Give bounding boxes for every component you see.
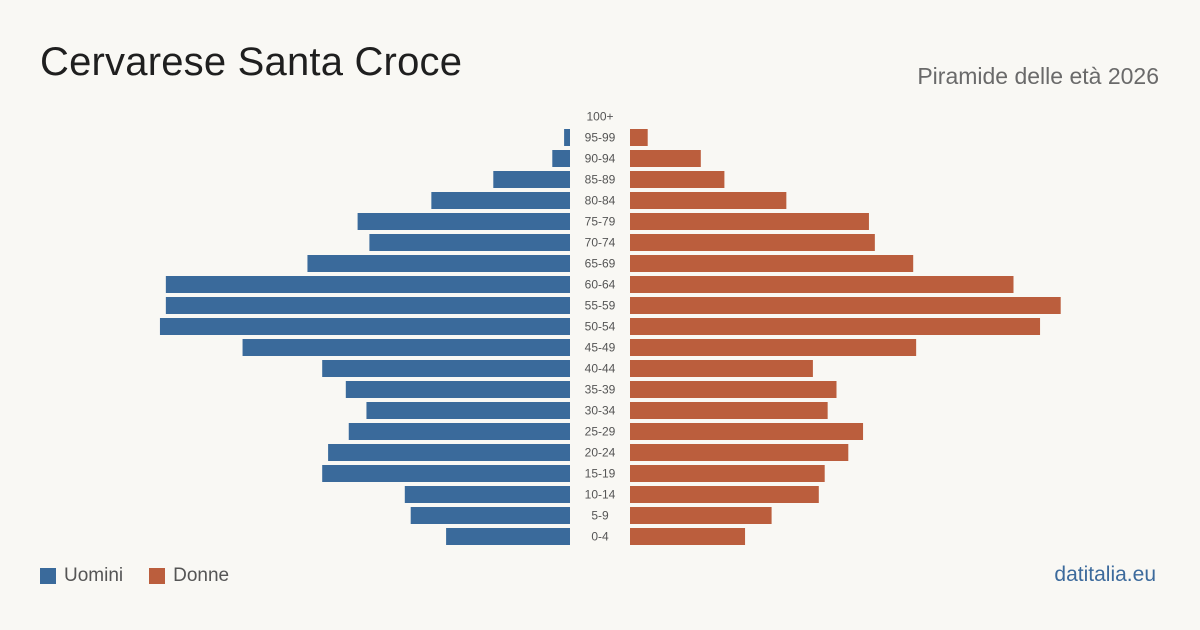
bar-men-45-49 xyxy=(242,339,571,356)
bar-men-30-34 xyxy=(366,402,570,419)
chart-legend: Uomini Donne xyxy=(40,565,255,587)
bar-women-55-59 xyxy=(630,297,1061,314)
page-title: Cervarese Santa Croce xyxy=(40,40,463,84)
bar-men-40-44 xyxy=(322,360,570,377)
bar-women-15-19 xyxy=(630,465,825,482)
age-group-label: 65-69 xyxy=(585,257,616,271)
bar-men-15-19 xyxy=(322,465,570,482)
bar-men-10-14 xyxy=(404,486,570,503)
age-group-label: 15-19 xyxy=(585,467,616,481)
bar-women-20-24 xyxy=(630,444,849,461)
age-group-label: 80-84 xyxy=(585,194,616,208)
bar-women-45-49 xyxy=(630,339,917,356)
bar-women-65-69 xyxy=(630,255,914,272)
bar-men-20-24 xyxy=(328,444,570,461)
bar-women-60-64 xyxy=(630,276,1014,293)
bar-men-35-39 xyxy=(345,381,570,398)
age-group-label: 90-94 xyxy=(585,152,616,166)
legend-swatch-women xyxy=(149,568,166,584)
bar-men-50-54 xyxy=(159,318,570,335)
bar-men-90-94 xyxy=(552,150,570,167)
age-group-label: 100+ xyxy=(586,110,613,124)
age-group-label: 5-9 xyxy=(591,509,609,523)
bar-women-5-9 xyxy=(630,507,772,524)
age-group-label: 55-59 xyxy=(585,299,616,313)
bar-men-25-29 xyxy=(348,423,570,440)
legend-item-women: Donne xyxy=(149,565,229,587)
bar-women-40-44 xyxy=(630,360,813,377)
age-group-label: 70-74 xyxy=(585,236,616,250)
age-group-label: 35-39 xyxy=(585,383,616,397)
age-group-label: 30-34 xyxy=(585,404,616,418)
bar-men-95-99 xyxy=(564,129,570,146)
age-group-label: 85-89 xyxy=(585,173,616,187)
bar-women-50-54 xyxy=(630,318,1041,335)
bar-men-60-64 xyxy=(165,276,570,293)
legend-item-men: Uomini xyxy=(40,565,123,587)
bar-men-70-74 xyxy=(369,234,570,251)
age-group-label: 20-24 xyxy=(585,446,616,460)
legend-label-men: Uomini xyxy=(64,565,124,586)
bar-women-80-84 xyxy=(630,192,787,209)
bar-women-90-94 xyxy=(630,150,701,167)
bar-men-55-59 xyxy=(165,297,570,314)
legend-swatch-men xyxy=(40,568,56,584)
legend-label-women: Donne xyxy=(173,565,230,586)
bar-men-5-9 xyxy=(410,507,570,524)
age-group-label: 25-29 xyxy=(585,425,616,439)
bar-women-35-39 xyxy=(630,381,837,398)
age-group-label: 60-64 xyxy=(585,278,616,292)
bar-men-0-4 xyxy=(446,528,570,545)
brand-link[interactable]: datitalia.eu xyxy=(1054,563,1156,586)
bar-women-70-74 xyxy=(630,234,875,251)
bar-women-75-79 xyxy=(630,213,869,230)
age-group-label: 10-14 xyxy=(585,488,616,502)
bar-women-0-4 xyxy=(630,528,746,545)
age-group-label: 40-44 xyxy=(585,362,616,376)
bar-men-75-79 xyxy=(357,213,570,230)
bar-women-85-89 xyxy=(630,171,725,188)
bar-men-65-69 xyxy=(307,255,570,272)
age-group-label: 95-99 xyxy=(585,131,616,145)
age-group-label: 0-4 xyxy=(591,530,609,544)
bar-women-25-29 xyxy=(630,423,864,440)
chart-subtitle: Piramide delle età 2026 xyxy=(917,63,1159,89)
age-group-label: 50-54 xyxy=(585,320,616,334)
age-group-label: 45-49 xyxy=(585,341,616,355)
bar-women-10-14 xyxy=(630,486,819,503)
bar-women-95-99 xyxy=(630,129,648,146)
bar-women-30-34 xyxy=(630,402,828,419)
age-group-label: 75-79 xyxy=(585,215,616,229)
bar-men-85-89 xyxy=(493,171,570,188)
bar-men-80-84 xyxy=(431,192,570,209)
